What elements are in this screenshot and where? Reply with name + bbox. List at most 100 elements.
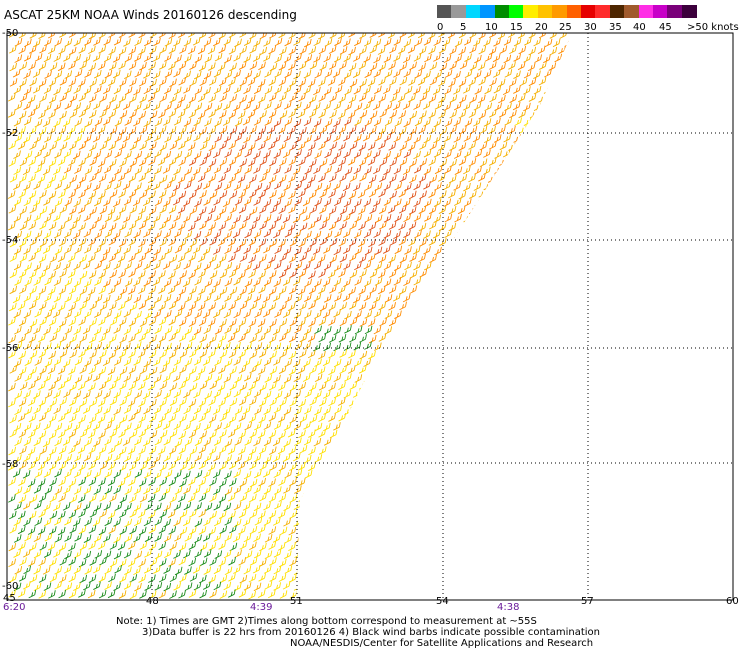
wind-barb — [569, 221, 572, 230]
wind-barb — [104, 469, 113, 478]
wind-barb — [48, 430, 57, 440]
wind-barb — [399, 365, 408, 374]
wind-barb — [88, 461, 96, 470]
wind-barb — [239, 221, 247, 230]
wind-barb — [14, 406, 22, 416]
wind-barb — [543, 550, 551, 559]
wind-barb — [373, 229, 382, 238]
wind-barb — [539, 350, 548, 360]
wind-barb — [492, 53, 501, 63]
wind-barb — [184, 341, 193, 351]
wind-barb — [92, 517, 101, 527]
wind-barb — [207, 45, 216, 55]
wind-barb — [163, 230, 172, 239]
wind-barb — [544, 214, 553, 224]
wind-barb — [148, 61, 156, 71]
wind-barb — [193, 405, 202, 415]
wind-barb — [579, 222, 586, 230]
wind-barb — [353, 341, 362, 351]
wind-barb — [298, 93, 306, 102]
wind-barb — [299, 206, 308, 216]
wind-barb — [575, 325, 582, 333]
wind-barb — [244, 485, 253, 494]
wind-barb — [63, 261, 71, 271]
wind-barb — [474, 310, 483, 319]
wind-barb — [488, 429, 497, 439]
wind-barb — [237, 174, 246, 183]
wind-barb — [513, 533, 522, 542]
wind-barb — [24, 262, 32, 271]
wind-barb — [239, 493, 248, 502]
wind-barb — [562, 358, 571, 367]
wind-barb — [48, 526, 57, 535]
wind-barb — [178, 33, 186, 38]
wind-barb — [124, 229, 132, 238]
wind-barb — [143, 326, 151, 336]
wind-barb — [493, 181, 502, 191]
wind-barb — [93, 469, 102, 479]
wind-barb — [524, 566, 533, 575]
wind-barb — [483, 485, 492, 494]
wind-barb — [547, 365, 556, 375]
wind-barb — [398, 573, 406, 583]
wind-barb — [263, 485, 272, 495]
wind-barb — [143, 118, 152, 128]
wind-barb — [38, 110, 46, 119]
wind-barb — [23, 453, 31, 462]
wind-barb — [409, 253, 417, 262]
wind-barb — [48, 45, 56, 55]
wind-barb — [238, 589, 247, 598]
wind-barb — [234, 437, 243, 446]
wind-barb — [164, 134, 172, 143]
wind-barb — [409, 269, 418, 279]
wind-barb — [138, 220, 147, 230]
wind-barb — [332, 549, 341, 558]
wind-barb — [518, 462, 527, 472]
wind-barb — [64, 582, 73, 591]
wind-barb — [573, 406, 580, 414]
wind-barb — [379, 397, 387, 406]
wind-barb — [43, 342, 52, 351]
wind-barb — [263, 406, 272, 415]
wind-barb — [453, 374, 462, 384]
wind-barb — [454, 324, 463, 334]
wind-barb — [13, 246, 22, 255]
wind-barb — [69, 238, 77, 247]
wind-barb — [503, 390, 512, 399]
wind-barb — [359, 269, 367, 278]
wind-barb — [538, 509, 547, 519]
wind-barb — [343, 342, 352, 351]
wind-barb — [519, 158, 528, 168]
wind-barb — [554, 405, 563, 414]
wind-barb — [467, 510, 476, 519]
wind-barb — [283, 502, 291, 511]
wind-barb — [294, 341, 303, 350]
wind-barb — [388, 269, 397, 278]
wind-barb — [513, 198, 522, 207]
wind-barb — [413, 101, 421, 110]
wind-barb — [103, 165, 112, 174]
wind-barb — [504, 165, 513, 175]
wind-barb — [168, 350, 177, 359]
wind-barb — [188, 541, 197, 550]
wind-barb — [263, 244, 271, 254]
wind-barb — [459, 60, 468, 70]
wind-barb — [279, 157, 287, 167]
wind-barb — [64, 469, 72, 478]
wind-barb — [49, 62, 58, 71]
wind-barb — [254, 469, 262, 479]
wind-barb — [558, 253, 566, 263]
wind-barb — [488, 205, 496, 215]
wind-barb — [368, 461, 377, 471]
wind-barb — [113, 213, 122, 222]
wind-barb — [458, 33, 467, 39]
wind-barb — [428, 45, 436, 55]
wind-barb — [318, 333, 327, 343]
wind-barb — [488, 237, 497, 246]
wind-barb — [123, 453, 132, 462]
wind-barb — [272, 534, 281, 543]
wind-barb — [434, 390, 443, 399]
wind-barb — [194, 549, 202, 558]
wind-barb — [373, 69, 382, 78]
wind-barb — [108, 253, 117, 262]
